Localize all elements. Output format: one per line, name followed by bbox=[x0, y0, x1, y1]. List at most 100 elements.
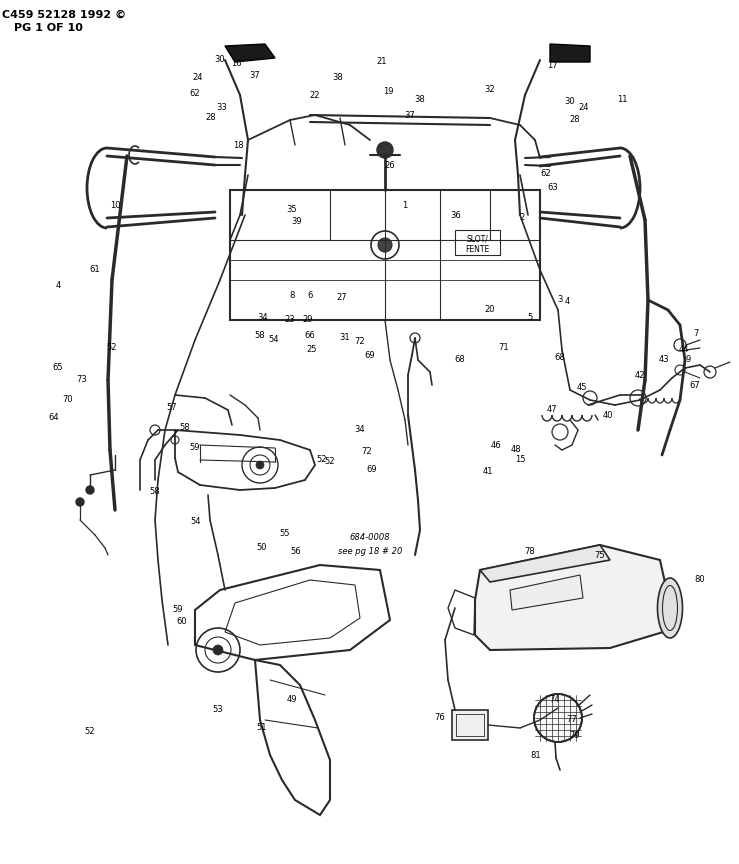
Text: 57: 57 bbox=[167, 403, 177, 412]
Text: PG 1 OF 10: PG 1 OF 10 bbox=[14, 23, 83, 33]
Text: 53: 53 bbox=[213, 706, 223, 715]
Text: 31: 31 bbox=[340, 334, 350, 342]
Text: 40: 40 bbox=[603, 410, 613, 420]
Text: 37: 37 bbox=[405, 111, 415, 119]
Text: 65: 65 bbox=[52, 364, 64, 372]
Text: 36: 36 bbox=[451, 211, 461, 219]
Text: 63: 63 bbox=[548, 183, 559, 193]
Text: 3: 3 bbox=[557, 295, 562, 304]
Text: 17: 17 bbox=[547, 61, 557, 71]
Text: 68: 68 bbox=[454, 355, 466, 365]
Text: 22: 22 bbox=[310, 91, 320, 99]
Text: 23: 23 bbox=[285, 315, 296, 325]
Text: 61: 61 bbox=[89, 265, 101, 275]
Text: 52: 52 bbox=[85, 727, 95, 736]
Text: 46: 46 bbox=[491, 441, 501, 449]
Text: 54: 54 bbox=[191, 518, 201, 526]
Text: 69: 69 bbox=[364, 351, 375, 359]
Text: 50: 50 bbox=[256, 543, 268, 552]
Text: 52: 52 bbox=[317, 455, 327, 465]
Text: 49: 49 bbox=[287, 696, 297, 704]
Text: 19: 19 bbox=[383, 87, 393, 97]
Text: 25: 25 bbox=[307, 346, 317, 354]
Circle shape bbox=[86, 486, 94, 494]
Text: 68: 68 bbox=[555, 353, 565, 363]
Circle shape bbox=[76, 498, 84, 506]
Text: 8: 8 bbox=[289, 291, 295, 301]
Text: 60: 60 bbox=[177, 618, 187, 626]
Text: 75: 75 bbox=[595, 551, 605, 561]
Text: 80: 80 bbox=[695, 575, 705, 585]
Text: 18: 18 bbox=[233, 141, 243, 149]
Text: 38: 38 bbox=[333, 73, 344, 82]
Text: 45: 45 bbox=[576, 384, 588, 392]
Text: 59: 59 bbox=[173, 606, 183, 614]
Text: 28: 28 bbox=[205, 113, 217, 123]
Text: 29: 29 bbox=[303, 315, 313, 325]
Text: 27: 27 bbox=[337, 294, 347, 302]
Text: 71: 71 bbox=[499, 344, 509, 353]
Circle shape bbox=[378, 238, 392, 252]
Circle shape bbox=[377, 142, 393, 158]
Text: 684-0008: 684-0008 bbox=[350, 533, 390, 543]
Text: 33: 33 bbox=[217, 103, 228, 111]
Text: 52: 52 bbox=[106, 344, 118, 353]
Text: 56: 56 bbox=[290, 548, 302, 556]
Text: 24: 24 bbox=[579, 104, 589, 112]
Polygon shape bbox=[550, 44, 590, 62]
Text: 58: 58 bbox=[180, 423, 191, 433]
Text: 72: 72 bbox=[361, 448, 372, 456]
Text: 62: 62 bbox=[541, 169, 551, 179]
Text: 32: 32 bbox=[485, 86, 495, 94]
Text: 10: 10 bbox=[110, 200, 120, 209]
Text: 15: 15 bbox=[515, 455, 525, 465]
Text: 51: 51 bbox=[256, 723, 268, 733]
Text: 30: 30 bbox=[215, 54, 225, 63]
Text: 78: 78 bbox=[525, 548, 535, 556]
Text: 43: 43 bbox=[658, 355, 670, 365]
Text: 48: 48 bbox=[511, 446, 521, 454]
Text: 16: 16 bbox=[231, 60, 242, 68]
Text: 28: 28 bbox=[570, 116, 580, 124]
Text: 66: 66 bbox=[304, 331, 316, 340]
Text: 34: 34 bbox=[355, 425, 365, 435]
Ellipse shape bbox=[658, 578, 683, 638]
Text: 64: 64 bbox=[49, 414, 59, 422]
Text: 20: 20 bbox=[485, 306, 495, 314]
Text: 72: 72 bbox=[355, 338, 365, 346]
Text: 30: 30 bbox=[565, 98, 576, 106]
Polygon shape bbox=[225, 44, 275, 62]
Text: 41: 41 bbox=[483, 467, 493, 477]
Text: 58: 58 bbox=[255, 331, 265, 340]
Text: SLOT/: SLOT/ bbox=[466, 234, 488, 244]
Text: 9: 9 bbox=[685, 355, 691, 365]
Text: 38: 38 bbox=[415, 96, 426, 105]
Text: 37: 37 bbox=[250, 71, 260, 79]
Text: 7: 7 bbox=[693, 329, 698, 339]
Text: 6: 6 bbox=[307, 290, 313, 300]
Text: 69: 69 bbox=[367, 466, 378, 474]
Text: 54: 54 bbox=[269, 335, 279, 345]
Text: 26: 26 bbox=[385, 161, 395, 169]
Text: 76: 76 bbox=[435, 714, 446, 722]
Text: 62: 62 bbox=[190, 90, 200, 98]
Text: 47: 47 bbox=[547, 405, 557, 415]
Text: 55: 55 bbox=[280, 530, 290, 538]
Polygon shape bbox=[480, 545, 610, 582]
Text: 81: 81 bbox=[531, 751, 541, 759]
Text: 4: 4 bbox=[55, 281, 61, 289]
Polygon shape bbox=[475, 545, 670, 650]
Polygon shape bbox=[455, 230, 500, 255]
Text: 21: 21 bbox=[377, 58, 387, 67]
Text: 4: 4 bbox=[565, 297, 570, 307]
Text: 77: 77 bbox=[567, 715, 577, 725]
Text: 73: 73 bbox=[77, 376, 87, 384]
Text: 34: 34 bbox=[258, 314, 268, 322]
Text: 2: 2 bbox=[520, 213, 525, 223]
Circle shape bbox=[256, 461, 264, 469]
Text: 39: 39 bbox=[292, 218, 302, 226]
Text: 79: 79 bbox=[570, 730, 580, 740]
Text: 74: 74 bbox=[550, 696, 560, 704]
Text: FENTE: FENTE bbox=[465, 245, 489, 255]
Text: see pg 18 # 20: see pg 18 # 20 bbox=[338, 548, 402, 556]
